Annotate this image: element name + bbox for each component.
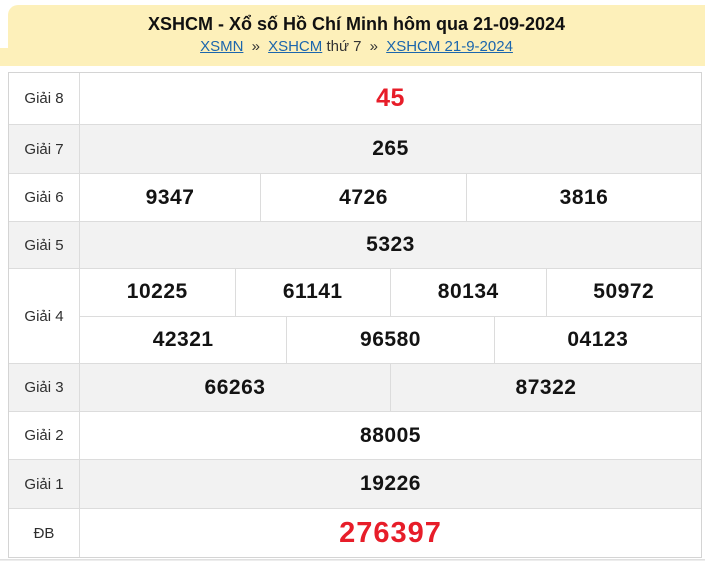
prize-label: Giải 1 xyxy=(9,460,80,508)
prize-row-giai-2: Giải 2 88005 xyxy=(9,411,701,459)
prize-number: 88005 xyxy=(360,423,421,447)
prize-number: 5323 xyxy=(366,233,415,256)
prize-label: Giải 5 xyxy=(9,222,80,268)
breadcrumb-separator: » xyxy=(369,38,379,55)
results-table: Giải 8 45 Giải 7 265 Giải 6 9347 4726 38… xyxy=(8,72,702,558)
prize-row-db: ĐB 276397 xyxy=(9,508,701,557)
prize-number: 96580 xyxy=(286,316,493,363)
prize-label: Giải 6 xyxy=(9,174,80,221)
prize-number: 61141 xyxy=(234,269,391,316)
prize-number: 4726 xyxy=(260,174,466,221)
prize-number: 87322 xyxy=(390,364,701,411)
breadcrumb-link-date[interactable]: XSHCM 21-9-2024 xyxy=(386,38,513,55)
page-title: XSHCM - Xổ số Hồ Chí Minh hôm qua 21-09-… xyxy=(147,14,566,34)
prize-label: Giải 3 xyxy=(9,364,80,411)
prize-row-giai-8: Giải 8 45 xyxy=(9,73,701,124)
prize-number: 265 xyxy=(372,137,409,160)
prize-number: 276397 xyxy=(339,516,442,549)
header-banner: XSHCM - Xổ số Hồ Chí Minh hôm qua 21-09-… xyxy=(8,5,705,66)
breadcrumb-separator: » xyxy=(251,38,260,55)
prize-number: 50972 xyxy=(545,269,702,316)
prize-label: ĐB xyxy=(9,509,80,557)
prize-row-giai-7: Giải 7 265 xyxy=(9,124,701,173)
prize-label: Giải 2 xyxy=(9,412,80,459)
prize-subrow: 42321 96580 04123 xyxy=(80,316,701,363)
next-section-edge xyxy=(0,559,705,561)
prize-number: 9347 xyxy=(145,185,195,209)
breadcrumb-link-xshcm[interactable]: XSHCM xyxy=(268,38,323,55)
prize-row-giai-3: Giải 3 66263 87322 xyxy=(9,363,701,411)
prize-number: 04123 xyxy=(493,316,701,363)
prize-number: 19226 xyxy=(360,472,421,495)
breadcrumb-day-label: thứ 7 xyxy=(326,38,362,55)
prize-row-giai-4: Giải 4 10225 61141 80134 50972 42321 965… xyxy=(9,268,701,363)
prize-number: 80134 xyxy=(390,269,546,316)
prize-label: Giải 4 xyxy=(9,269,80,363)
prize-label: Giải 8 xyxy=(9,73,80,124)
prize-number: 45 xyxy=(376,84,405,112)
prize-number: 10225 xyxy=(126,280,188,304)
prize-number: 66263 xyxy=(204,375,266,399)
prize-subrow: 10225 61141 80134 50972 xyxy=(80,269,701,317)
breadcrumb-link-xsmn[interactable]: XSMN xyxy=(200,38,244,55)
prize-label: Giải 7 xyxy=(9,125,80,173)
prize-number: 3816 xyxy=(466,174,701,221)
prize-row-giai-1: Giải 1 19226 xyxy=(9,459,701,508)
prize-row-giai-5: Giải 5 5323 xyxy=(9,221,701,268)
prize-number: 42321 xyxy=(152,327,214,351)
breadcrumb: XSMN » XSHCM thứ 7 » XSHCM 21-9-2024 xyxy=(8,38,705,56)
prize-row-giai-6: Giải 6 9347 4726 3816 xyxy=(9,173,701,221)
